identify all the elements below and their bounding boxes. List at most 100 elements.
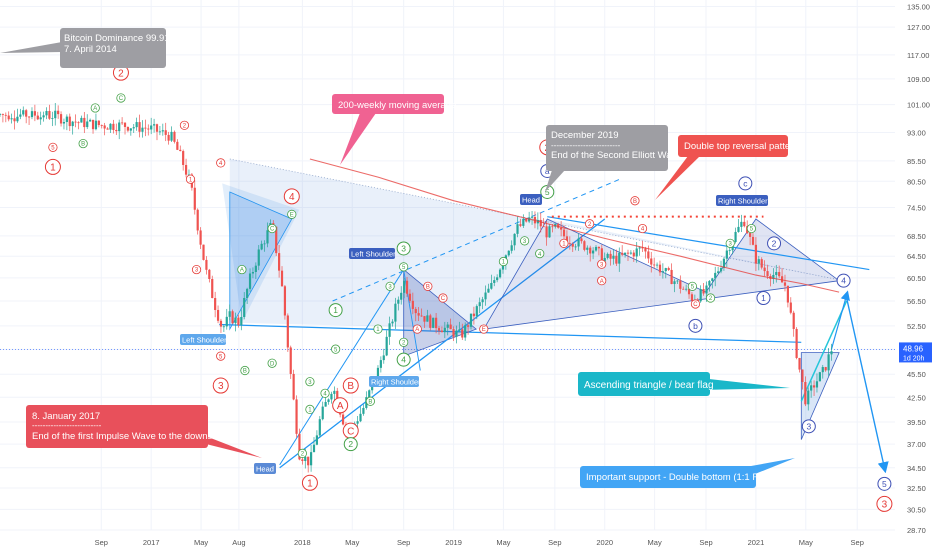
candle-body <box>379 360 382 368</box>
candle-body <box>830 351 833 355</box>
head-bottom-tag <box>254 463 276 474</box>
candle-body <box>551 226 554 228</box>
moving-average-line <box>309 158 840 293</box>
y-tick-label: 45.50 <box>907 370 926 379</box>
wave-label-circle <box>216 158 226 168</box>
wave-label-circle <box>396 241 411 256</box>
candle-body <box>629 252 632 254</box>
candle-body <box>542 226 545 228</box>
wave-label-text: C <box>693 302 698 308</box>
ma-label-text: 200-weekly moving average <box>338 100 456 111</box>
y-tick-label: 101.00 <box>907 101 930 110</box>
wave-label: 1 <box>498 256 509 267</box>
wave-label-text: C <box>270 227 275 233</box>
projection-arrow <box>845 297 889 474</box>
wave-label-text: 2 <box>118 68 124 79</box>
candle-body <box>490 282 493 289</box>
wave-label: B <box>342 377 359 394</box>
candle-body <box>170 131 173 141</box>
wave-label: 4 <box>535 249 545 259</box>
candle-body <box>676 280 679 282</box>
candle-body <box>420 315 423 317</box>
candle-body <box>59 114 63 124</box>
candle-body <box>318 419 321 436</box>
candle-body <box>152 124 156 126</box>
candle-body <box>45 111 48 116</box>
wave-label-circle <box>688 318 703 333</box>
wave-label-text: A <box>337 401 344 412</box>
wave-label-text: 1 <box>376 327 380 333</box>
wave-label-circle <box>876 495 893 512</box>
wave-label: 2 <box>343 437 358 452</box>
candle-body <box>408 293 412 301</box>
wave-label-circle <box>738 176 753 191</box>
candle-body <box>824 367 827 371</box>
candle-body <box>737 226 740 232</box>
candle-body <box>289 347 292 374</box>
wave-label-text: 2 <box>402 340 406 346</box>
candle-body <box>312 444 316 453</box>
wave-label-text: 5 <box>402 265 406 271</box>
wave-label-text: C <box>441 296 446 302</box>
wave-label: 5 <box>48 142 58 152</box>
candle-body <box>589 247 592 254</box>
wave-label-text: 3 <box>600 262 604 268</box>
wave-label-circle <box>438 293 448 303</box>
candle-body <box>708 280 711 286</box>
candle-body <box>766 271 769 276</box>
wave-label: 1 <box>328 303 343 318</box>
right-shoulder-1-tag <box>369 376 419 387</box>
wave-label: B <box>78 138 88 149</box>
candle-body <box>115 129 118 132</box>
wave-label-text: D <box>270 361 275 367</box>
x-tick-label: Sep <box>699 538 712 547</box>
candle-body <box>57 110 60 115</box>
y-tick-label: 60.50 <box>907 274 926 283</box>
candle-body <box>16 116 19 122</box>
candle-body <box>475 306 478 317</box>
wave-label-circle <box>520 236 530 246</box>
wave-label-circle <box>559 238 569 248</box>
wave-label-text: 1 <box>50 163 56 174</box>
candle-body <box>804 381 807 405</box>
candle-body <box>240 316 243 325</box>
candle-body <box>775 272 778 275</box>
wave-label-text: 3 <box>882 500 888 511</box>
wave-label: B <box>240 365 250 376</box>
candle-body <box>496 277 499 281</box>
x-tick-label: May <box>799 538 813 547</box>
candle-body <box>100 125 103 126</box>
candle-body <box>670 269 673 285</box>
wave-label-text: B <box>347 381 354 392</box>
wave-label: 2 <box>585 219 595 229</box>
wave-label: 4 <box>396 352 411 367</box>
candle-body <box>568 243 571 244</box>
right-shoulder-2-text: Right Shoulder <box>718 197 768 206</box>
candle-body <box>251 271 255 274</box>
candle-body <box>164 130 167 135</box>
wave-label-text: 4 <box>641 227 645 233</box>
candle-body <box>644 248 647 252</box>
candle-body <box>574 246 577 248</box>
x-tick-label: 2017 <box>143 538 160 547</box>
candle-body <box>324 401 327 407</box>
wave-label-text: A <box>93 106 97 112</box>
candle-body <box>68 116 71 127</box>
candle-body <box>266 230 269 244</box>
candle-body <box>89 119 92 122</box>
candle-body <box>705 285 708 294</box>
candle-body <box>376 367 380 381</box>
candle-body <box>391 321 394 324</box>
candle-body <box>158 131 162 133</box>
candle-body <box>155 124 159 132</box>
wave-label-text: 1 <box>761 293 766 303</box>
wave-label-circle <box>399 262 409 272</box>
candle-body <box>667 268 670 270</box>
candle-body <box>39 117 42 120</box>
candle-body <box>62 121 66 124</box>
candle-body <box>106 128 109 130</box>
hs-left-leg <box>279 269 405 466</box>
dec2019-box <box>546 125 668 171</box>
triangle-upper-dotted <box>229 158 844 282</box>
